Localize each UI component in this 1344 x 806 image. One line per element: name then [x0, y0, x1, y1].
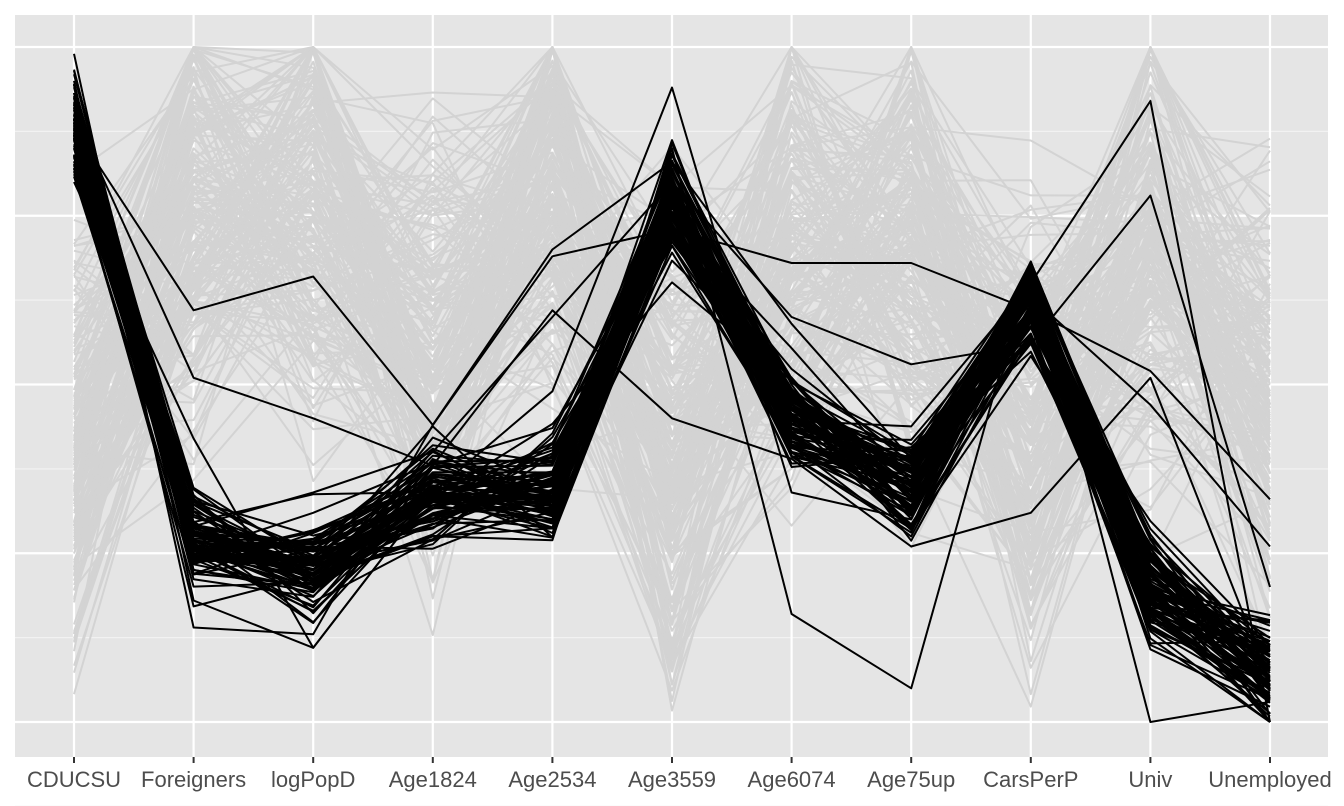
series-line	[73, 131, 1271, 656]
series-line	[73, 46, 1271, 708]
x-axis-ticks	[73, 757, 1271, 763]
series-line	[73, 46, 1271, 493]
series-line	[73, 46, 1271, 483]
series-line	[73, 141, 1271, 549]
series-line	[73, 145, 1271, 569]
series-line	[73, 145, 1271, 599]
x-axis-tick-labels: CDUCSU Foreigners logPopD Age1824 Age2534 Age…	[27, 767, 1332, 792]
series-line	[73, 203, 1271, 598]
x-tick-label-unemployed: Unemployed	[1208, 767, 1332, 792]
background-series-group	[73, 46, 1271, 712]
series-line	[73, 82, 1271, 474]
highlighted-series-group	[73, 53, 1271, 723]
x-tick-label-cducsu: CDUCSU	[27, 767, 121, 792]
series-line	[73, 83, 1271, 667]
x-tick-label-logpopd: logPopD	[271, 767, 355, 792]
series-line	[73, 206, 1271, 495]
series-line	[73, 72, 1271, 639]
series-line	[73, 88, 1271, 502]
x-tick-label-age1824: Age1824	[389, 767, 477, 792]
x-tick-label-foreigners: Foreigners	[141, 767, 246, 792]
series-line	[73, 104, 1271, 700]
series-line	[73, 159, 1271, 669]
series-line	[73, 46, 1271, 474]
series-line	[73, 95, 1271, 686]
series-line	[73, 46, 1271, 712]
series-line	[73, 129, 1271, 639]
x-tick-label-age6074: Age6074	[748, 767, 836, 792]
series-line	[73, 187, 1271, 602]
series-line	[73, 104, 1271, 584]
series-line	[73, 46, 1271, 585]
series-line	[73, 173, 1271, 645]
series-line	[73, 85, 1271, 658]
series-line	[73, 192, 1271, 505]
x-tick-label-age2534: Age2534	[508, 767, 596, 792]
x-tick-label-carsperp: CarsPerP	[983, 767, 1078, 792]
series-line	[73, 114, 1271, 682]
series-line	[73, 92, 1271, 653]
series-line	[73, 80, 1271, 636]
x-tick-label-age75up: Age75up	[867, 767, 955, 792]
x-tick-label-univ: Univ	[1128, 767, 1172, 792]
series-line	[73, 127, 1271, 500]
series-line	[73, 70, 1271, 701]
series-line	[73, 109, 1271, 643]
series-line	[73, 134, 1271, 588]
series-line	[73, 63, 1271, 663]
series-line	[73, 86, 1271, 723]
series-line	[73, 153, 1271, 506]
series-line	[73, 69, 1271, 544]
x-tick-label-age3559: Age3559	[628, 767, 716, 792]
